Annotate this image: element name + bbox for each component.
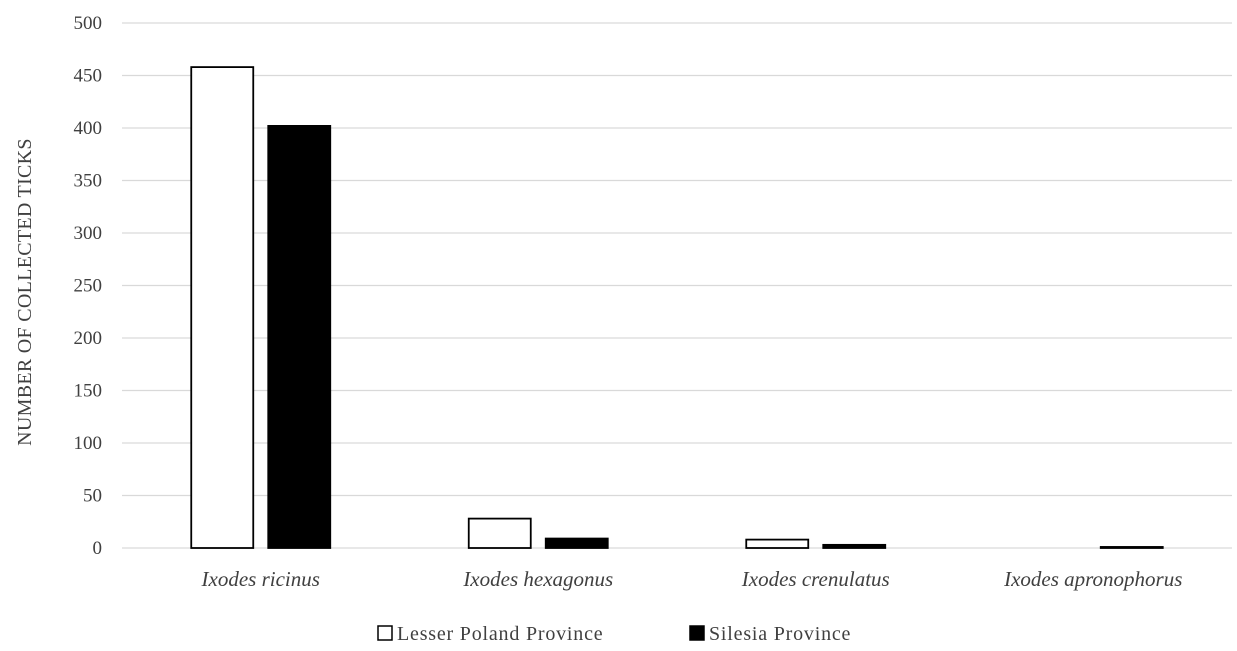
y-tick-label: 300 — [74, 223, 103, 244]
x-category-label: Ixodes hexagonus — [462, 567, 613, 591]
y-tick-label: 50 — [83, 486, 102, 507]
bar-silesia — [822, 543, 887, 549]
y-tick-label: 500 — [74, 13, 103, 34]
legend-label: Lesser Poland Province — [397, 623, 603, 645]
y-tick-label: 400 — [74, 118, 103, 139]
bar-lesser-poland — [190, 66, 255, 549]
y-tick-label: 0 — [93, 538, 103, 559]
y-tick-label: 250 — [74, 276, 103, 297]
y-tick-label: 200 — [74, 328, 103, 349]
x-axis-categories: Ixodes ricinus Ixodes hexagonus Ixodes cre… — [201, 567, 1183, 591]
y-tick-label: 100 — [74, 433, 103, 454]
legend: Lesser Poland Province Silesia Province — [377, 623, 851, 645]
x-category-label: Ixodes ricinus — [201, 567, 320, 591]
bars — [190, 66, 1164, 549]
legend-swatch — [377, 625, 393, 641]
y-tick-label: 150 — [74, 381, 103, 402]
bar-lesser-poland — [745, 538, 810, 549]
legend-label: Silesia Province — [709, 623, 851, 645]
x-category-label: Ixodes apronophorus — [1003, 567, 1182, 591]
bar-silesia — [267, 125, 332, 549]
y-axis-label: NUMBER OF COLLECTED TICKS — [14, 138, 36, 446]
legend-swatch — [689, 625, 705, 641]
x-category-label: Ixodes crenulatus — [741, 567, 890, 591]
y-axis-ticks: 0 50 100 150 200 250 300 350 400 450 500 — [74, 13, 103, 559]
bar-silesia — [544, 537, 609, 549]
bar-silesia — [1099, 546, 1164, 549]
bar-lesser-poland — [467, 517, 532, 549]
y-tick-label: 350 — [74, 171, 103, 192]
y-tick-label: 450 — [74, 66, 103, 87]
